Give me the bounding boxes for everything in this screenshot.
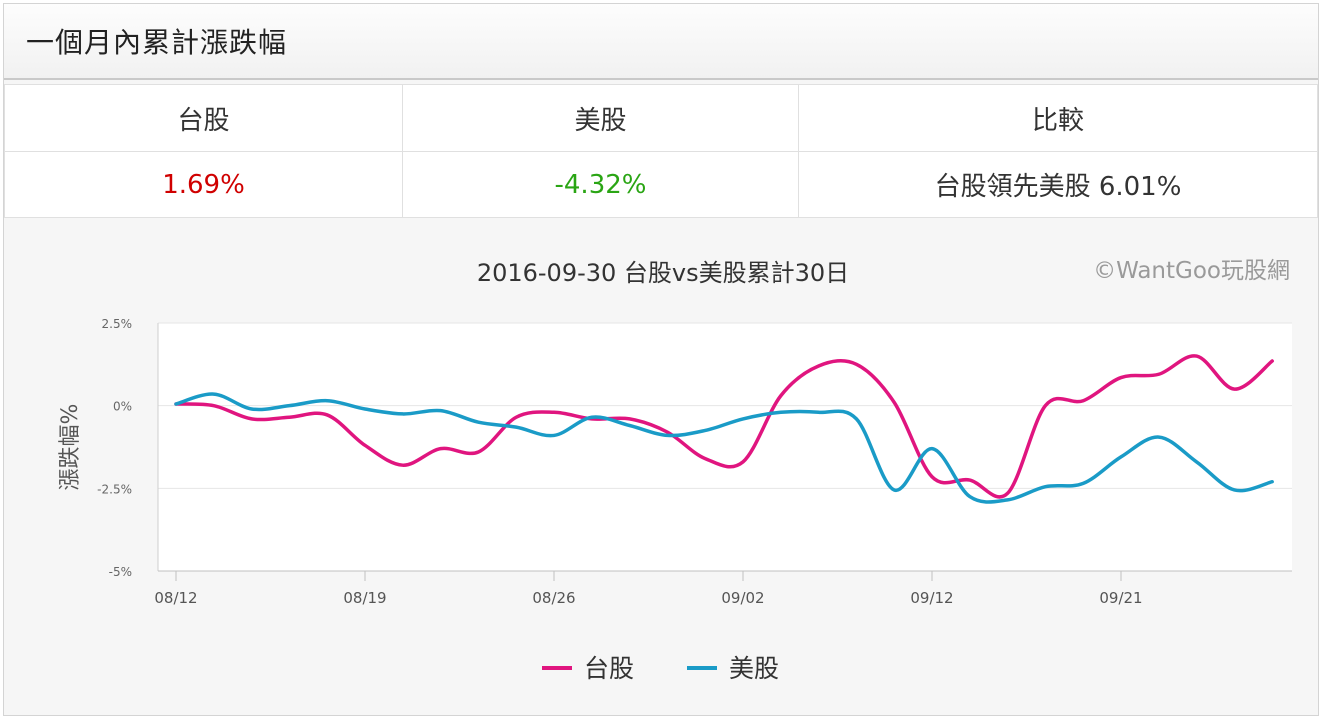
value-us: -4.32% <box>402 151 799 218</box>
x-tick-label: 09/02 <box>721 589 764 607</box>
panel-title: 一個月內累計漲跌幅 <box>26 26 288 59</box>
header-us: 美股 <box>402 84 799 152</box>
y-tick-label: 0% <box>113 400 132 414</box>
legend-label-tw: 台股 <box>584 654 634 683</box>
value-compare: 台股領先美股 6.01% <box>798 151 1318 218</box>
performance-panel: 一個月內累計漲跌幅 台股 美股 比較 1.69% -4.32% 台股領先美股 6… <box>3 3 1319 716</box>
x-tick-label: 08/26 <box>532 589 575 607</box>
plot-background <box>158 323 1292 571</box>
y-tick-label: -5% <box>109 565 132 579</box>
x-tick-label: 08/12 <box>154 589 197 607</box>
panel-header: 一個月內累計漲跌幅 <box>4 4 1318 80</box>
chart-credit: ©WantGoo玩股網 <box>1093 258 1290 284</box>
legend-label-us: 美股 <box>729 654 779 683</box>
x-tick-label: 09/21 <box>1099 589 1142 607</box>
y-tick-label: 2.5% <box>102 317 133 331</box>
chart-area: 2.5% 0% -2.5% -5% 08/12 08/19 08/26 09/02 09/12 0… <box>4 216 1318 716</box>
line-chart: 2.5% 0% -2.5% -5% 08/12 08/19 08/26 09/02 09/12 0… <box>58 258 1292 683</box>
header-tw: 台股 <box>4 84 403 152</box>
x-tick-label: 08/19 <box>343 589 386 607</box>
summary-table: 台股 美股 比較 1.69% -4.32% 台股領先美股 6.01% <box>4 84 1318 218</box>
y-tick-label: -2.5% <box>97 482 132 496</box>
chart-title: 2016-09-30 台股vs美股累計30日 <box>477 259 849 287</box>
y-axis-label: 漲跌幅% <box>58 404 83 491</box>
summary-header-row: 台股 美股 比較 <box>4 84 1318 152</box>
series-line-us <box>174 392 1274 504</box>
value-tw: 1.69% <box>4 151 403 218</box>
summary-value-row: 1.69% -4.32% 台股領先美股 6.01% <box>4 151 1318 218</box>
series-line-tw <box>174 354 1274 499</box>
x-tick-label: 09/12 <box>910 589 953 607</box>
header-compare: 比較 <box>798 84 1318 152</box>
